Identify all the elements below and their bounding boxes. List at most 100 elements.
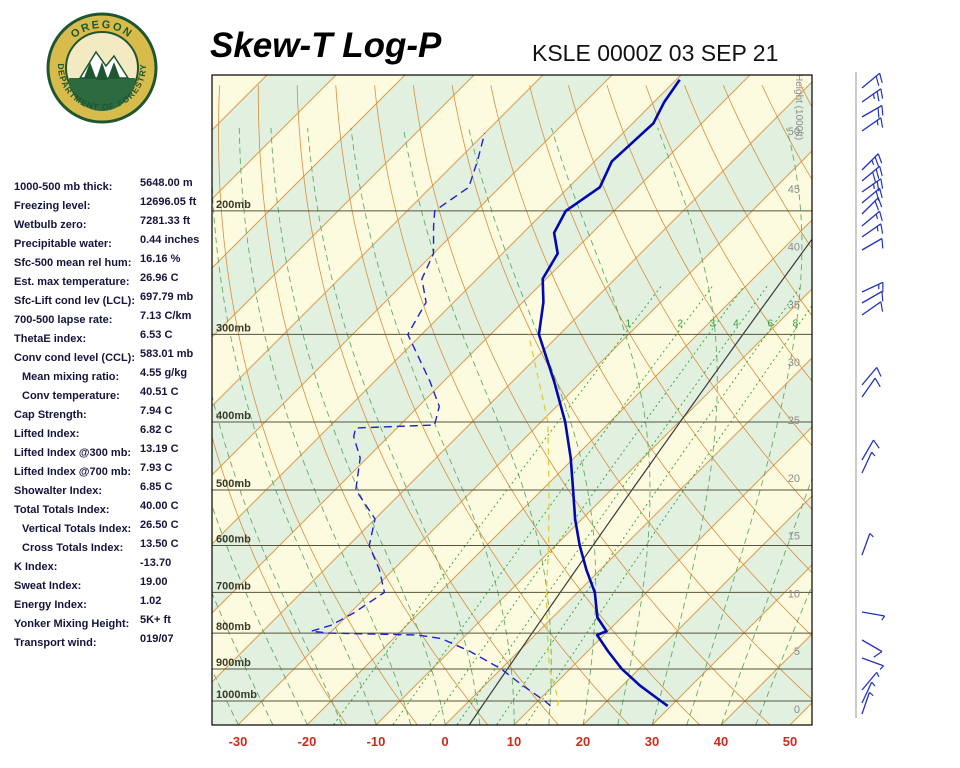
svg-text:1: 1: [625, 318, 631, 329]
wetbulb-trace: [527, 334, 560, 707]
svg-text:300mb: 300mb: [216, 322, 251, 334]
index-value: 6.53 C: [140, 329, 173, 341]
svg-text:2: 2: [677, 318, 683, 329]
svg-text:-10: -10: [367, 734, 386, 749]
index-value: 4.55 g/kg: [140, 367, 188, 379]
index-row: Showalter Index: 6.85 C: [14, 481, 214, 500]
odf-logo: OREGON DEPARTMENT OF FORESTRY: [46, 12, 158, 124]
index-row: Freezing level: 12696.05 ft: [14, 196, 214, 215]
index-value: -13.70: [140, 557, 172, 569]
svg-text:5: 5: [794, 646, 800, 658]
logo-forest-scene-icon: [69, 50, 135, 111]
moist-adiabat-lines: [212, 127, 812, 725]
index-row: Energy Index: 1.02: [14, 595, 214, 614]
index-row: Cap Strength: 7.94 C: [14, 405, 214, 424]
svg-text:400mb: 400mb: [216, 410, 251, 422]
svg-text:600mb: 600mb: [216, 533, 251, 545]
svg-text:-30: -30: [229, 734, 248, 749]
index-label: Cap Strength:: [14, 409, 87, 421]
svg-text:700mb: 700mb: [216, 580, 251, 592]
index-value: 40.00 C: [140, 500, 179, 512]
index-row: Vertical Totals Index: 26.50 C: [14, 519, 214, 538]
index-label: Conv cond level (CCL):: [14, 352, 136, 364]
index-value: 26.96 C: [140, 272, 179, 284]
svg-text:200mb: 200mb: [216, 199, 251, 211]
index-label: Total Totals Index:: [14, 504, 110, 516]
svg-text:-20: -20: [298, 734, 317, 749]
index-value: 12696.05 ft: [140, 196, 197, 208]
svg-text:0: 0: [441, 734, 448, 749]
index-label: Precipitable water:: [14, 238, 112, 250]
wind-barb-column: [855, 72, 886, 718]
svg-text:Height (1000ft): Height (1000ft): [793, 74, 804, 140]
index-value: 19.00: [140, 576, 168, 588]
index-row: Conv temperature: 40.51 C: [14, 386, 214, 405]
index-label: ThetaE index:: [14, 333, 87, 345]
index-row: 700-500 lapse rate: 7.13 C/km: [14, 310, 214, 329]
dewpoint-trace: [310, 133, 551, 707]
pressure-lines: 200mb 300mb 400mb 500mb 600mb 700mb 800mb 900mb…: [212, 199, 812, 702]
index-label: Lifted Index @700 mb:: [14, 466, 132, 478]
svg-text:30: 30: [645, 734, 659, 749]
index-value: 0.44 inches: [140, 234, 200, 246]
index-label: Sweat Index:: [14, 580, 82, 592]
station-datetime: KSLE 0000Z 03 SEP 21: [532, 40, 779, 66]
svg-text:800mb: 800mb: [216, 621, 251, 633]
index-row: ThetaE index: 6.53 C: [14, 329, 214, 348]
index-row: Yonker Mixing Height: 5K+ ft: [14, 614, 214, 633]
indices-panel: 1000-500 mb thick: 5648.00 m Freezing leve…: [14, 177, 214, 652]
svg-text:900mb: 900mb: [216, 657, 251, 669]
svg-text:50: 50: [788, 126, 800, 138]
index-label: Cross Totals Index:: [22, 542, 124, 554]
index-row: Conv cond level (CCL): 583.01 mb: [14, 348, 214, 367]
index-row: Lifted Index @700 mb: 7.93 C: [14, 462, 214, 481]
index-label: Conv temperature:: [22, 390, 120, 402]
index-row: Total Totals Index: 40.00 C: [14, 500, 214, 519]
index-row: Lifted Index: 6.82 C: [14, 424, 214, 443]
chart-border: [211, 74, 813, 726]
index-label: Vertical Totals Index:: [22, 523, 132, 535]
index-row: Precipitable water: 0.44 inches: [14, 234, 214, 253]
svg-text:35: 35: [788, 299, 800, 311]
index-value: 26.50 C: [140, 519, 179, 531]
svg-text:3: 3: [710, 318, 716, 329]
svg-text:4: 4: [733, 318, 739, 329]
index-label: Est. max temperature:: [14, 276, 130, 288]
svg-text:10: 10: [507, 734, 521, 749]
mixing-ratio-lines: [333, 285, 812, 725]
mixing-ratio-labels: 1 2 3 4 6 8: [625, 318, 798, 329]
index-label: Mean mixing ratio:: [22, 371, 120, 383]
svg-text:45: 45: [788, 184, 800, 196]
temperature-trace: [537, 78, 681, 707]
index-label: Wetbulb zero:: [14, 219, 87, 231]
svg-text:20: 20: [788, 473, 800, 485]
svg-text:15: 15: [788, 531, 800, 543]
index-row: K Index: -13.70: [14, 557, 214, 576]
index-label: Sfc-Lift cond lev (LCL):: [14, 295, 135, 307]
index-value: 16.16 %: [140, 253, 181, 265]
isotherm-lines: [212, 75, 812, 725]
index-value: 583.01 mb: [140, 348, 194, 360]
index-label: K Index:: [14, 561, 58, 573]
svg-text:500mb: 500mb: [216, 478, 251, 490]
index-value: 5K+ ft: [140, 614, 171, 626]
dry-adiabat-lines: [212, 85, 812, 725]
index-row: Sfc-Lift cond lev (LCL): 697.79 mb: [14, 291, 214, 310]
svg-text:50: 50: [783, 734, 797, 749]
index-row: Wetbulb zero: 7281.33 ft: [14, 215, 214, 234]
index-label: Sfc-500 mean rel hum:: [14, 257, 132, 269]
svg-text:0: 0: [794, 704, 800, 716]
index-value: 019/07: [140, 633, 174, 645]
odf-logo-svg: OREGON DEPARTMENT OF FORESTRY: [46, 12, 158, 124]
ccl-mixing-line: [468, 238, 812, 725]
index-row: Cross Totals Index: 13.50 C: [14, 538, 214, 557]
index-value: 13.19 C: [140, 443, 179, 455]
index-row: Mean mixing ratio: 4.55 g/kg: [14, 367, 214, 386]
index-row: Lifted Index @300 mb: 13.19 C: [14, 443, 214, 462]
page-title: Skew-T Log-P: [210, 26, 442, 65]
svg-text:10: 10: [788, 588, 800, 600]
index-row: Sfc-500 mean rel hum: 16.16 %: [14, 253, 214, 272]
svg-text:6: 6: [767, 318, 773, 329]
